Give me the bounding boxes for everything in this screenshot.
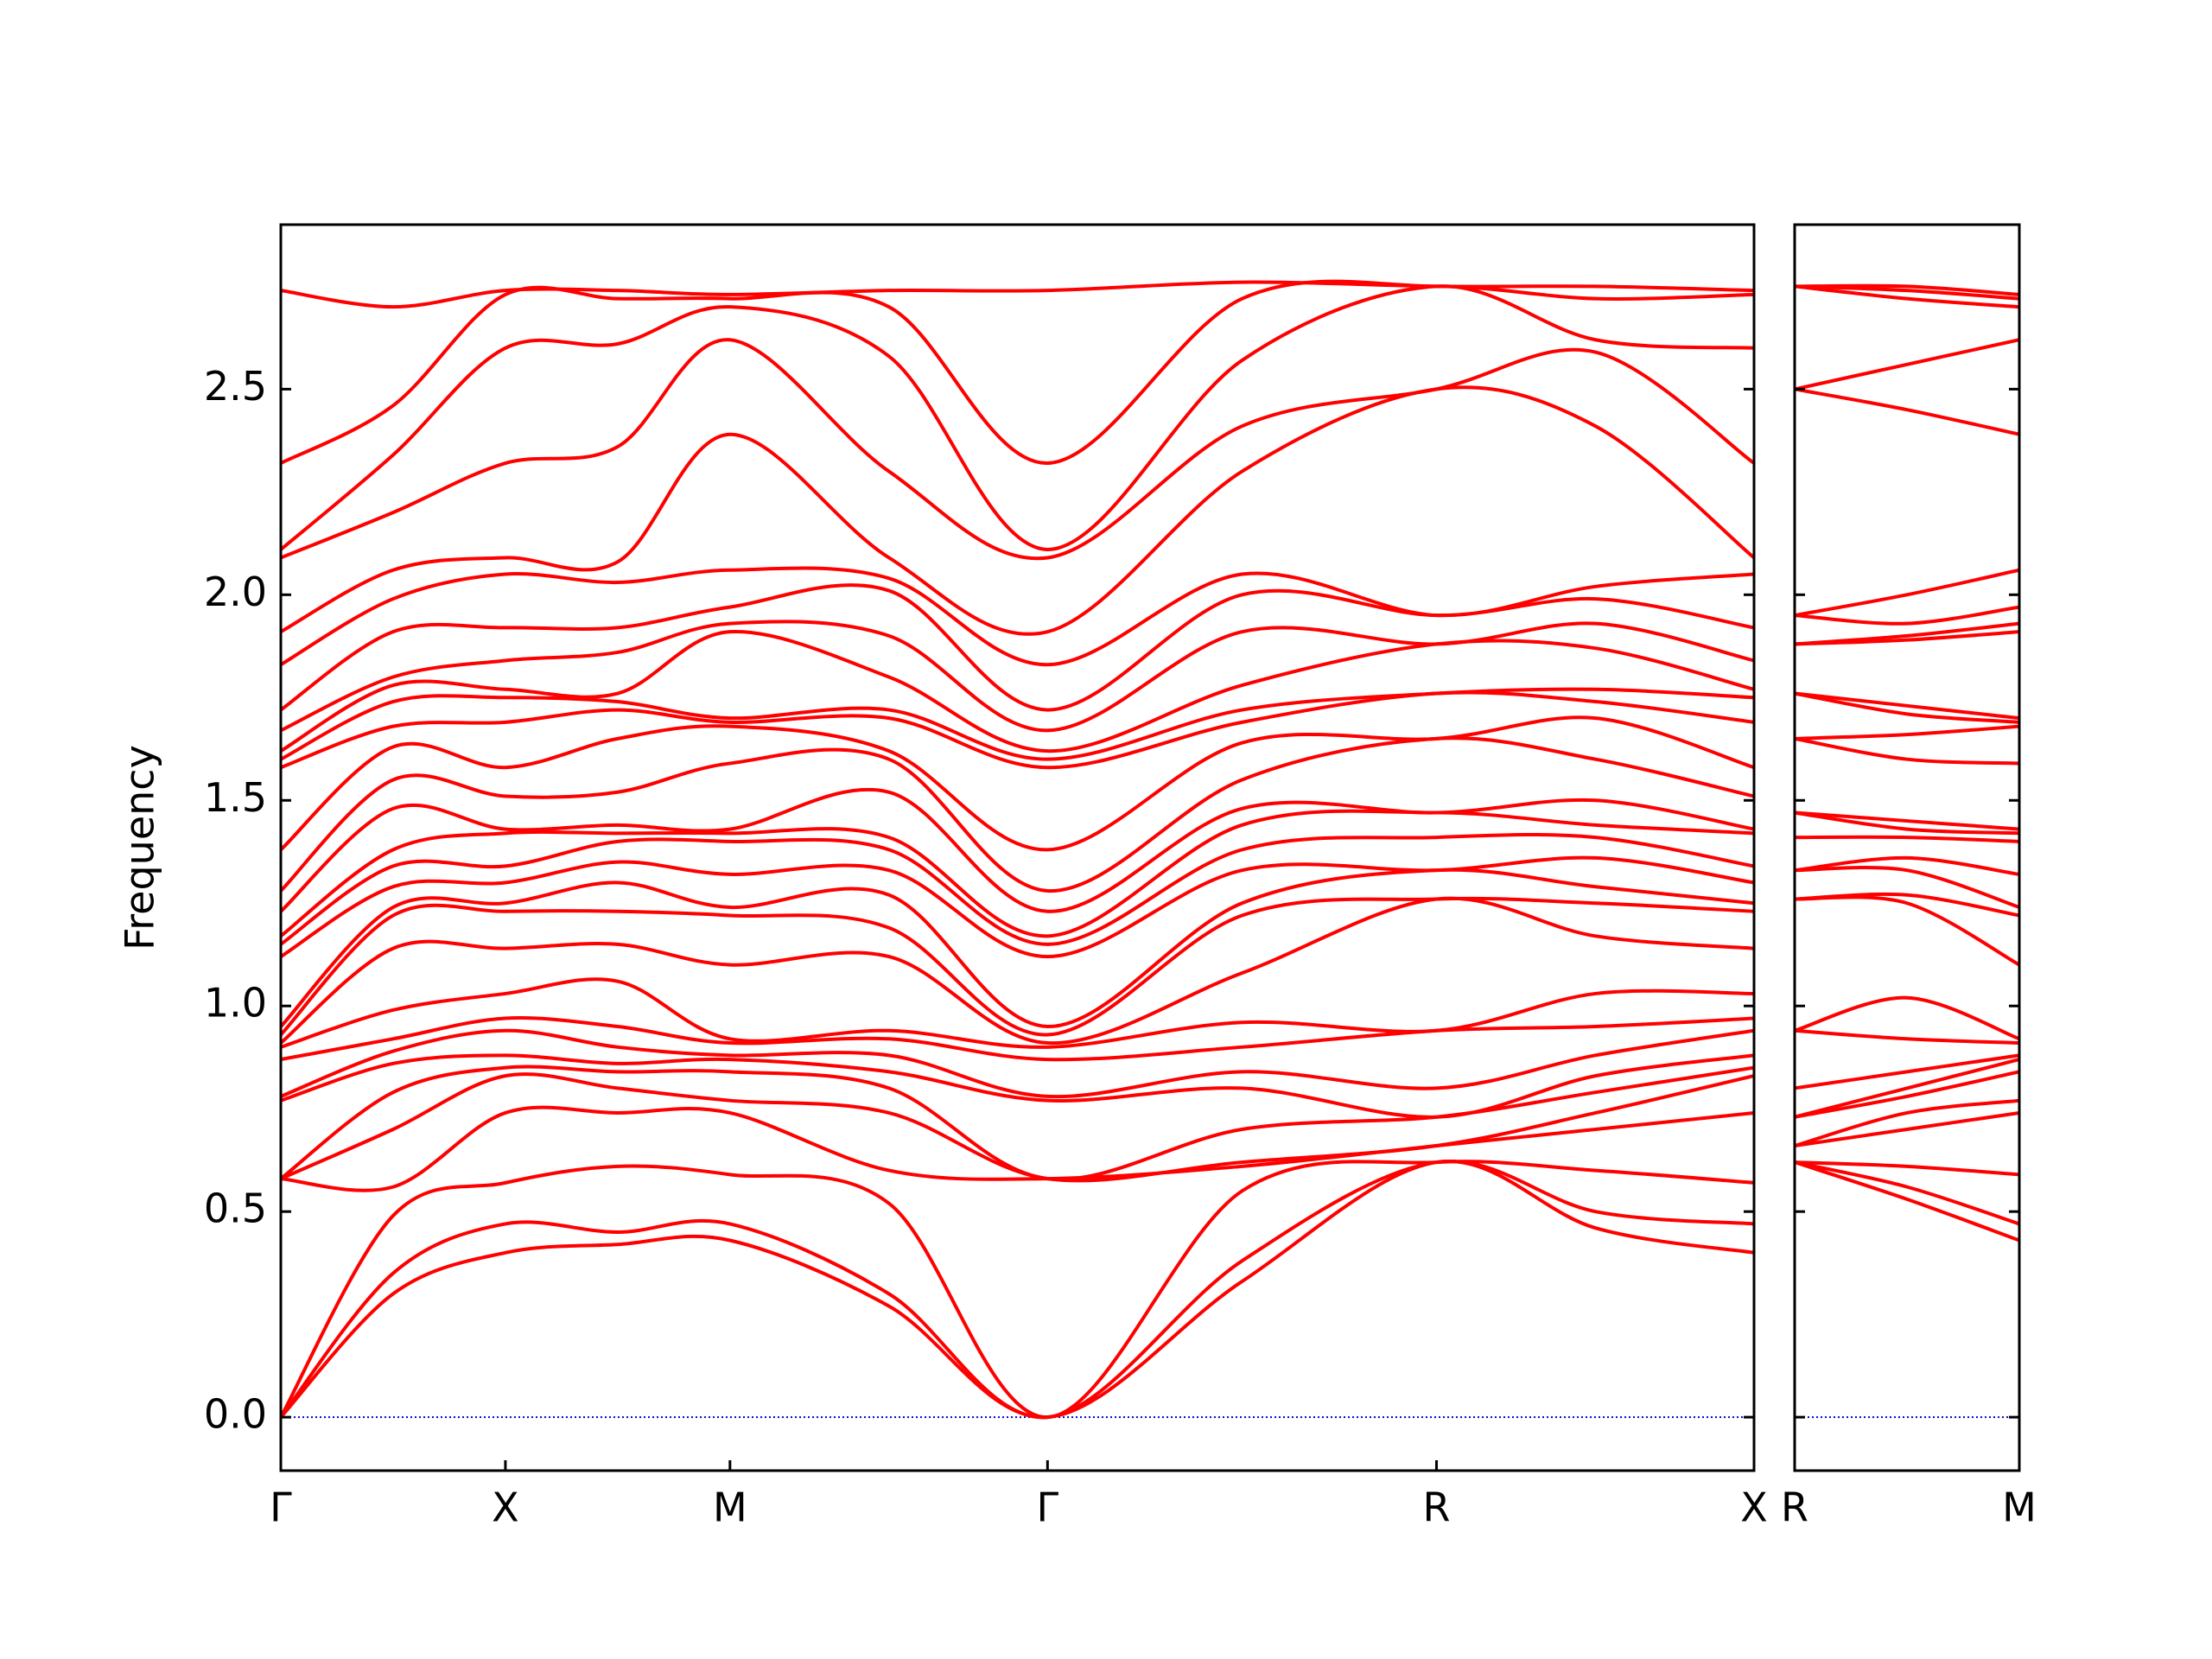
band-line <box>1795 866 2019 909</box>
band-line <box>281 284 1754 551</box>
band-line <box>281 629 1754 753</box>
band-line <box>1795 835 2019 843</box>
band-line <box>281 1160 1754 1420</box>
band-line <box>1795 892 2019 918</box>
band-line <box>1795 1053 2019 1090</box>
x-tick-label: X <box>1740 1484 1768 1531</box>
band-line <box>281 338 1754 561</box>
band-line <box>281 1016 1754 1062</box>
band-line <box>1795 995 2019 1041</box>
band-line <box>281 809 1754 938</box>
x-tick-label: M <box>2002 1484 2037 1531</box>
band-line <box>1795 1160 2019 1243</box>
band-line <box>1795 1160 2019 1177</box>
y-tick-label: 0.0 <box>204 1391 267 1438</box>
band-line <box>281 736 1754 893</box>
band-line <box>1795 338 2019 391</box>
y-tick-label: 1.5 <box>204 774 267 821</box>
band-line <box>281 1159 1754 1420</box>
band-line <box>281 896 1754 1037</box>
band-line <box>1795 1160 2019 1226</box>
band-line <box>281 1053 1754 1119</box>
x-tick-label: R <box>1423 1484 1451 1531</box>
band-line <box>281 1105 1754 1192</box>
y-tick-label: 2.5 <box>204 363 267 410</box>
plot-frame <box>1793 223 2021 1472</box>
band-line <box>1795 605 2019 626</box>
band-line <box>1795 283 2019 296</box>
band-line <box>1795 736 2019 766</box>
band-line <box>1795 1098 2019 1147</box>
band-line <box>281 1160 1754 1420</box>
band-line <box>281 833 1754 946</box>
band-line <box>281 1072 1754 1183</box>
band-line <box>1795 691 2019 724</box>
band-line <box>281 1065 1754 1181</box>
x-tick-label: X <box>492 1484 519 1531</box>
x-tick-label: M <box>713 1484 747 1531</box>
band-line <box>281 715 1754 852</box>
plot-frame <box>279 223 1756 1472</box>
band-line <box>281 977 1754 1049</box>
band-line <box>281 687 1754 761</box>
band-line <box>1795 1058 2019 1119</box>
band-line <box>1795 1110 2019 1148</box>
band-line <box>1795 1028 2019 1046</box>
band-line <box>281 566 1754 667</box>
band-line <box>281 620 1754 733</box>
x-tick-label: Γ <box>270 1484 292 1531</box>
band-line <box>1795 284 2019 309</box>
band-line <box>281 787 1754 913</box>
band-line <box>281 868 1754 1029</box>
band-line <box>281 280 1754 309</box>
y-tick-label: 1.0 <box>204 980 267 1027</box>
band-line <box>1795 691 2019 721</box>
x-tick-label: R <box>1781 1484 1808 1531</box>
band-line <box>281 896 1754 1046</box>
band-line <box>1795 1070 2019 1119</box>
band-line <box>1795 810 2019 836</box>
band-line <box>281 855 1754 959</box>
band-line <box>281 690 1754 770</box>
band-line <box>281 1028 1754 1099</box>
y-axis-label: Frequency <box>117 745 163 950</box>
y-tick-label: 0.5 <box>204 1185 267 1232</box>
band-line <box>1795 568 2019 618</box>
band-line <box>281 385 1754 636</box>
band-line <box>1795 387 2019 436</box>
band-line <box>1795 724 2019 741</box>
band-line <box>281 279 1754 466</box>
band-line <box>1795 810 2019 831</box>
band-line <box>1795 855 2019 876</box>
band-line <box>1795 621 2019 646</box>
x-tick-label: Γ <box>1037 1484 1059 1531</box>
y-tick-label: 2.0 <box>204 569 267 615</box>
